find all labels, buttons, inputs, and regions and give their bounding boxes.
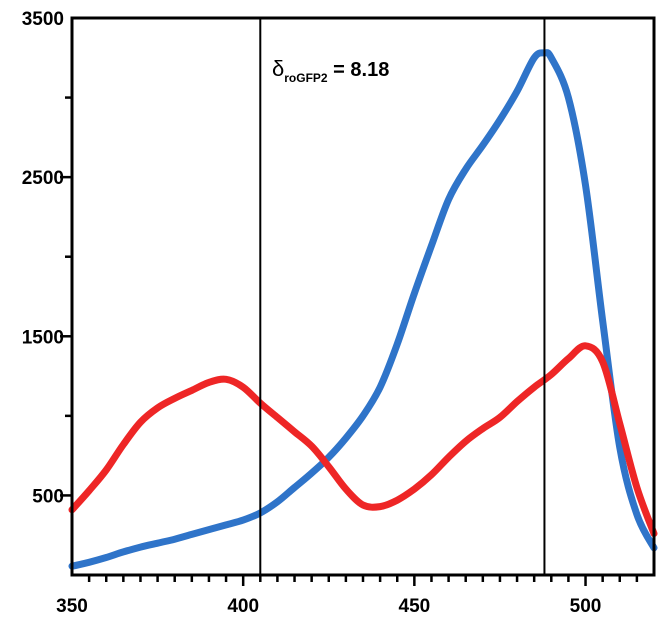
vertical-markers [259,18,546,575]
y-tick-label: 2500 [22,168,64,189]
series-layer [68,49,658,570]
delta-symbol: δ [272,56,284,81]
delta-subscript: roGFP2 [284,71,328,85]
y-tick-label: 1500 [22,327,64,348]
plot-frame [70,16,656,577]
x-tick-label: 400 [227,596,259,617]
x-tick-label: 450 [399,596,431,617]
tick-labels: 350 400 450 500 500 1500 2500 3500 [22,9,602,617]
delta-value: = 8.18 [328,59,390,81]
series-line-1 [68,49,658,570]
y-tick-label: 500 [32,486,64,507]
delta-annotation: δroGFP2 = 8.18 [272,56,389,85]
x-tick-label: 350 [56,596,88,617]
axis-ticks [60,96,639,586]
x-tick-label: 500 [570,596,602,617]
series-line-2 [68,342,658,538]
y-tick-label: 3500 [22,9,64,30]
